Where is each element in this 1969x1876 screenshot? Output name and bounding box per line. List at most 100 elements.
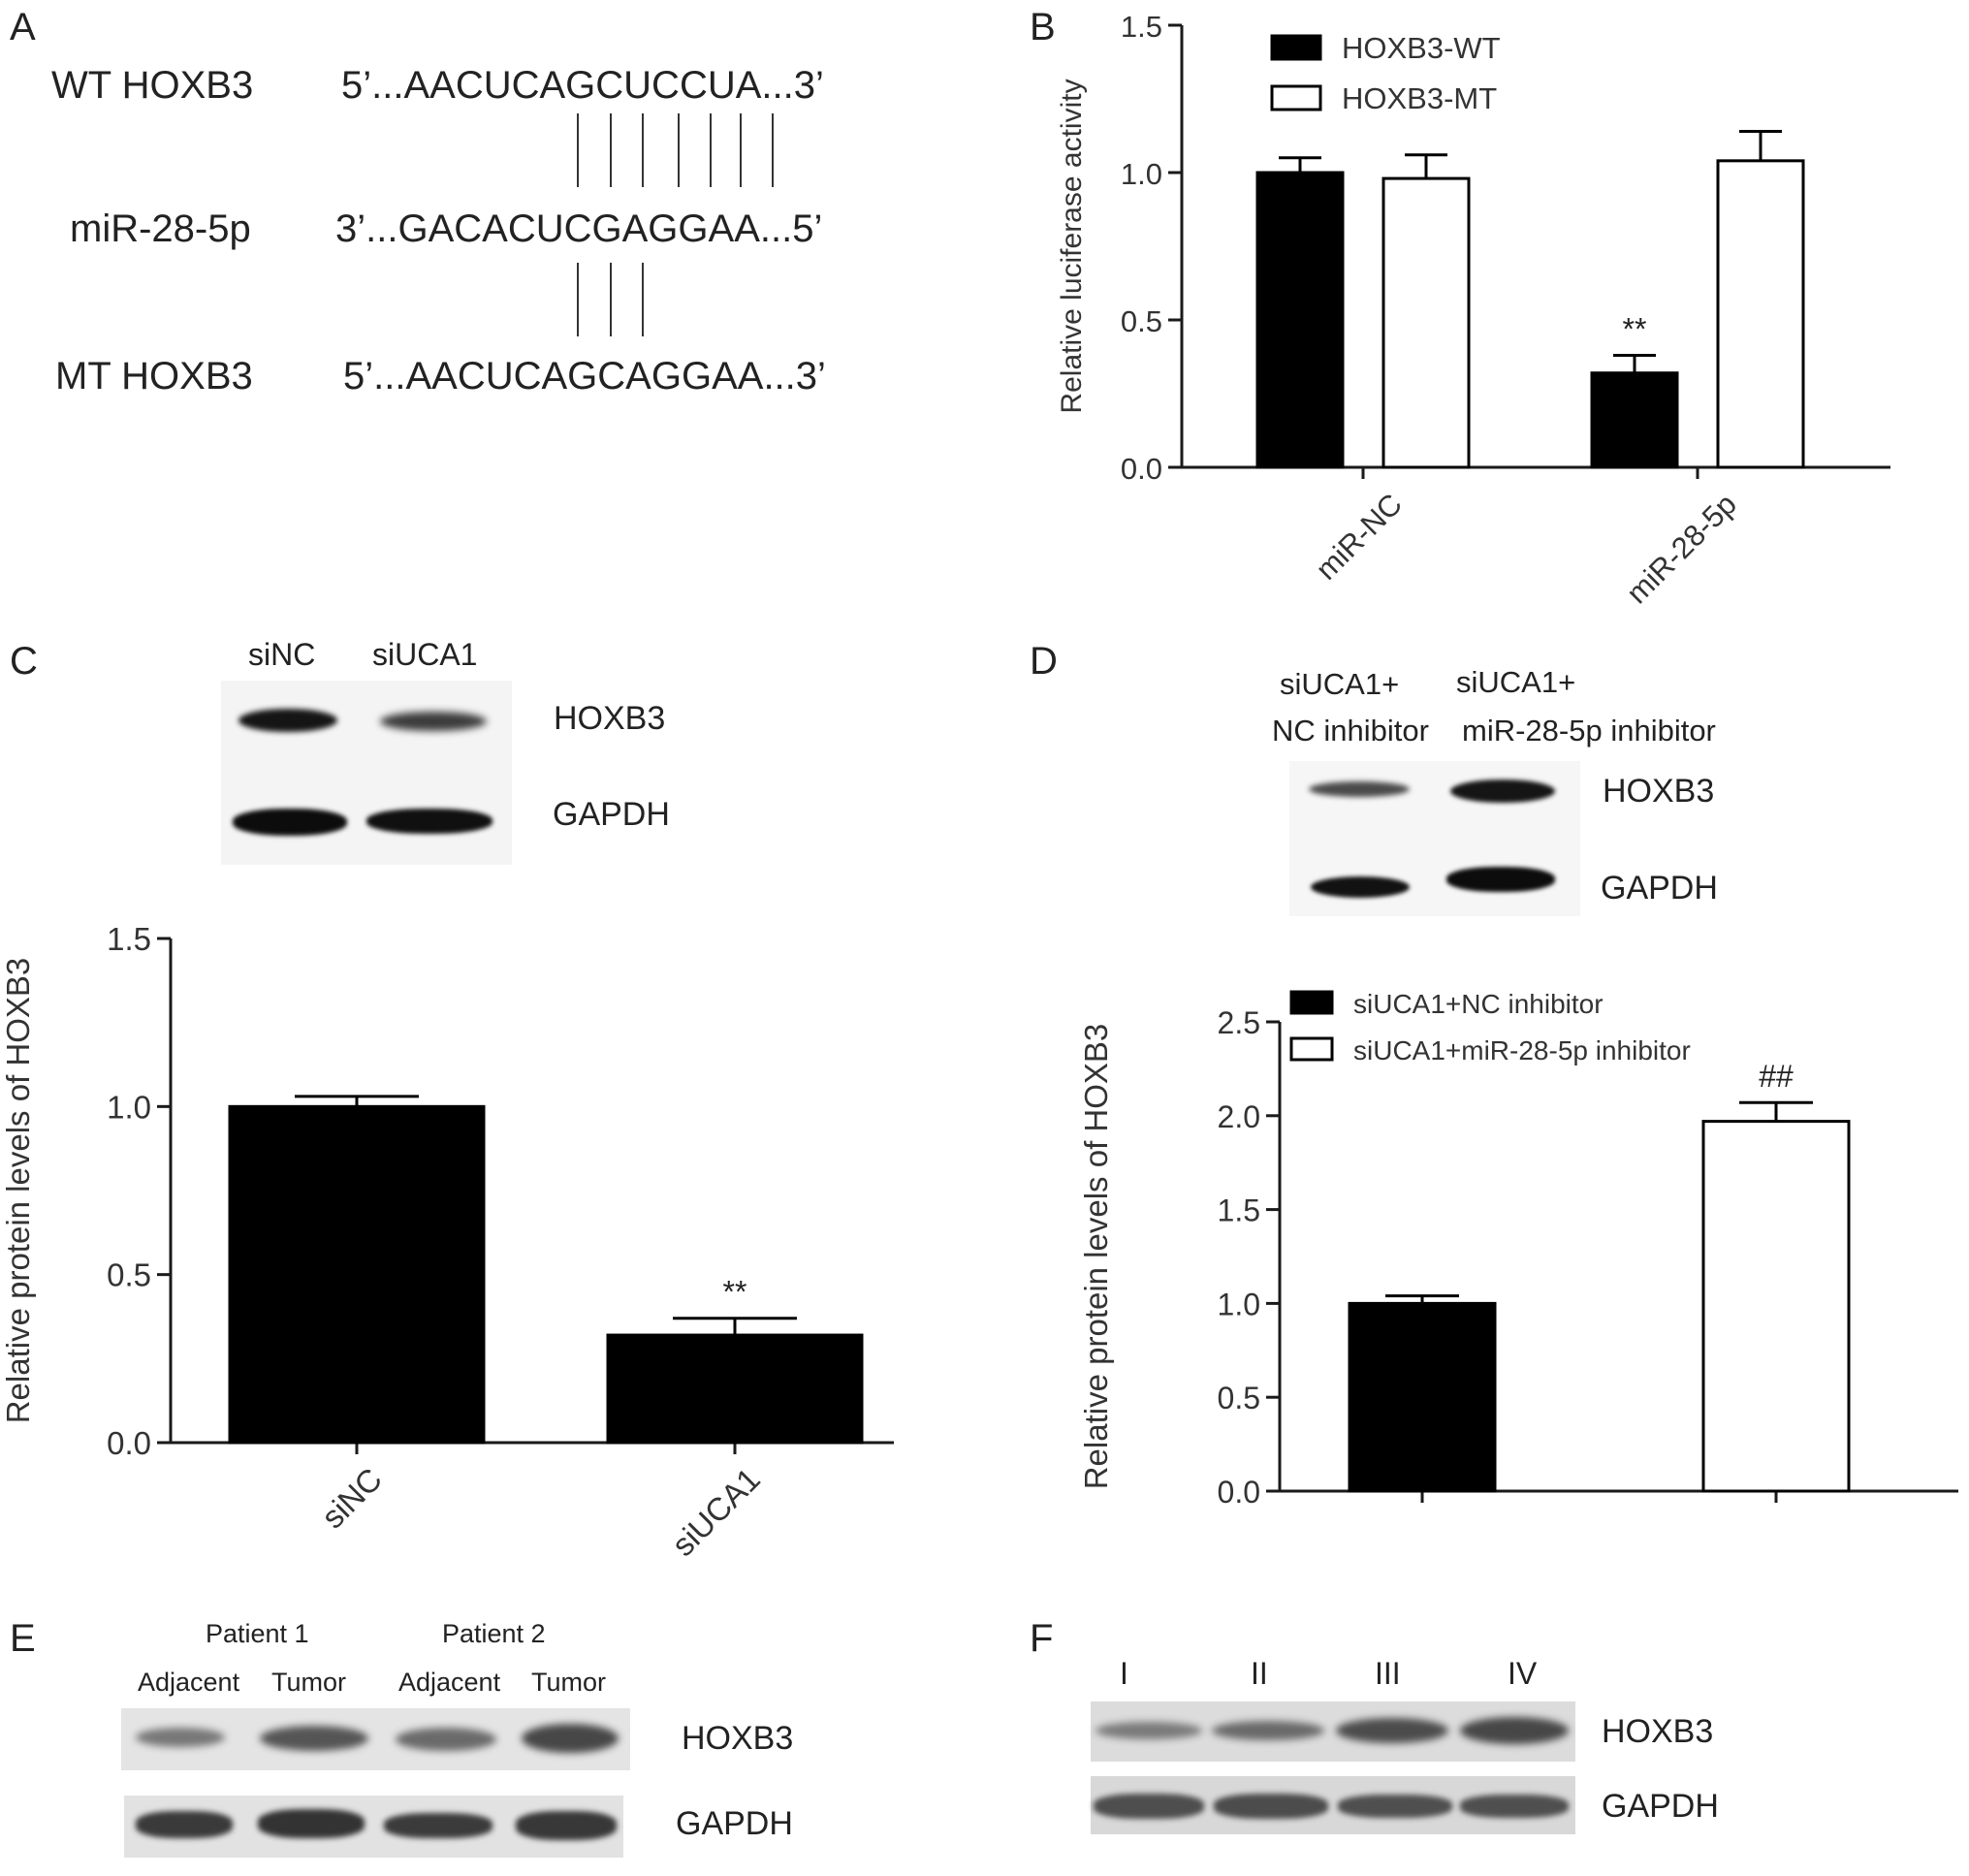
blot-f-label-gapdh: GAPDH [1602, 1788, 1719, 1825]
blot-f-hoxb3-lane-2 [1212, 1721, 1324, 1740]
bar-mir-nc-series-0 [1255, 171, 1345, 469]
chart-d-protein: 0.0 0.5 1.0 1.5 2.0 2.5 Relative protein level… [1078, 989, 1958, 1510]
blot-e-lane-1: Adjacent [138, 1668, 240, 1697]
y-axis-label: Relative protein levels of HOXB3 [1078, 1024, 1114, 1490]
blot-f-hoxb3-lane-1 [1096, 1722, 1202, 1739]
y-axis-label: Relative luciferase activity [1056, 79, 1088, 413]
blot-e-gapdh-lane-3 [384, 1813, 492, 1838]
wt-hoxb3-sequence: 5’...AACUCAGCUCCUA...3’ [341, 64, 824, 107]
bar-sinc-series-0 [228, 1104, 486, 1445]
mt-hoxb3-name: MT HOXB3 [55, 355, 253, 397]
y-tick-label: 0.0 [107, 1425, 151, 1461]
y-tick-label: 0.0 [1218, 1475, 1260, 1510]
panel-label-d: D [1030, 640, 1058, 683]
blot-c-hoxb3-lane-1 [238, 709, 337, 732]
blot-f-lane-1: I [1120, 1656, 1128, 1691]
panel-label-f: F [1030, 1617, 1054, 1660]
chart-c-protein: 0.0 0.5 1.0 1.5 Relative protein levels of H… [0, 921, 894, 1563]
blot-f-hoxb3-lane-3 [1336, 1718, 1448, 1743]
blot-e-hoxb3-lane-3 [396, 1728, 496, 1751]
blot-c-lane-siuca1: siUCA1 [372, 637, 478, 672]
blot-d-label-hoxb3: HOXB3 [1603, 773, 1715, 810]
blot-d-hoxb3-lane-1 [1309, 781, 1410, 797]
mt-hoxb3-sequence: 5’...AACUCAGCAGGAA...3’ [343, 355, 826, 397]
blot-c-gapdh-lane-1 [233, 809, 347, 836]
panel-label-c: C [10, 640, 38, 683]
blot-d-lane-1-line1: siUCA1+ [1280, 667, 1400, 701]
bar-siuca1-series-0 [606, 1333, 864, 1445]
panel-label-a: A [10, 6, 36, 48]
y-tick-label: 0.5 [107, 1257, 151, 1293]
blot-f-lane-3: III [1375, 1656, 1401, 1691]
blot-d-gapdh-lane-2 [1446, 867, 1555, 892]
blot-c-membrane [221, 681, 512, 865]
y-tick-label: 0.5 [1121, 304, 1162, 338]
y-axis-label: Relative protein levels of HOXB3 [0, 958, 36, 1424]
blot-d-lane-1-line2: NC inhibitor [1272, 714, 1429, 747]
x-tick-label: miR-NC [1309, 487, 1409, 587]
legend-swatch [1289, 1036, 1334, 1062]
blot-d-lane-2-line1: siUCA1+ [1456, 665, 1576, 699]
x-tick-label: miR-28-5p [1620, 487, 1743, 610]
blot-e-hoxb3-lane-1 [136, 1728, 225, 1747]
bar-group-1-series-1 [1701, 1120, 1851, 1493]
blot-e-gapdh-lane-2 [258, 1809, 365, 1838]
y-tick-label: 1.0 [1218, 1287, 1260, 1321]
blot-d-gapdh-lane-1 [1311, 876, 1410, 898]
panel-label-b: B [1030, 6, 1056, 48]
blot-f-hoxb3-lane-4 [1460, 1717, 1569, 1744]
blot-f-gapdh-lane-1 [1094, 1794, 1204, 1819]
blot-c-hoxb3-lane-2 [380, 712, 487, 731]
y-tick-label: 1.5 [1121, 10, 1162, 44]
blot-e-label-hoxb3: HOXB3 [682, 1720, 794, 1757]
x-tick-label: siNC [314, 1461, 389, 1536]
blot-f-gapdh-lane-4 [1460, 1795, 1569, 1818]
blot-f-lane-2: II [1251, 1656, 1268, 1691]
blot-e-lane-3: Adjacent [398, 1668, 501, 1697]
y-tick-label: 1.0 [1121, 157, 1162, 191]
blot-f-gapdh-lane-2 [1214, 1794, 1328, 1819]
blot-c-label-gapdh: GAPDH [553, 796, 670, 833]
y-tick-label: 0.5 [1218, 1381, 1260, 1415]
blot-f-label-hoxb3: HOXB3 [1602, 1713, 1714, 1750]
wt-hoxb3-name: WT HOXB3 [51, 64, 254, 107]
mir-28-5p-sequence: 3’...GACACUCGAGGAA...5’ [335, 207, 823, 250]
chart-b-luciferase: 0.0 0.5 1.0 1.5 Relative luciferase activity… [1056, 10, 1890, 610]
panel-label-e: E [10, 1617, 36, 1660]
y-tick-label: 2.5 [1218, 1005, 1260, 1040]
legend-label: siUCA1+miR-28-5p inhibitor [1353, 1035, 1691, 1065]
legend-swatch [1270, 84, 1322, 111]
bar-group-0-series-0 [1348, 1301, 1497, 1493]
blot-f-lane-4: IV [1508, 1656, 1538, 1691]
legend-label: HOXB3-MT [1342, 81, 1497, 115]
legend-label: HOXB3-WT [1342, 31, 1501, 65]
legend-swatch [1289, 990, 1334, 1015]
significance-mark: ** [1623, 311, 1647, 346]
blot-f-gapdh-lane-3 [1338, 1795, 1452, 1818]
legend-label: siUCA1+NC inhibitor [1353, 989, 1604, 1019]
blot-c-gapdh-lane-2 [366, 809, 492, 834]
significance-mark: ** [723, 1275, 747, 1310]
bar-mir-nc-series-1 [1381, 176, 1471, 469]
significance-mark: ## [1759, 1059, 1794, 1094]
pairing-lines [577, 113, 774, 336]
x-tick-label: siUCA1 [665, 1461, 767, 1563]
blot-c-lane-sinc: siNC [248, 637, 316, 672]
y-tick-label: 2.0 [1218, 1099, 1260, 1134]
mir-28-5p-name: miR-28-5p [70, 207, 251, 250]
blot-e-patient-1: Patient 1 [206, 1619, 309, 1648]
blot-d-label-gapdh: GAPDH [1601, 870, 1718, 906]
blot-e-gapdh-lane-4 [516, 1811, 617, 1840]
blot-d-lane-2-line2: miR-28-5p inhibitor [1462, 714, 1716, 747]
blot-e-label-gapdh: GAPDH [676, 1805, 793, 1842]
blot-e-hoxb3-lane-2 [260, 1726, 368, 1751]
legend-swatch [1270, 34, 1322, 61]
blot-c-label-hoxb3: HOXB3 [554, 700, 666, 737]
blot-e-lane-4: Tumor [531, 1668, 607, 1697]
bar-mir-28-5p-series-1 [1716, 159, 1805, 469]
blot-e-gapdh-lane-1 [136, 1811, 233, 1838]
y-tick-label: 1.5 [1218, 1193, 1260, 1228]
y-tick-label: 0.0 [1121, 452, 1162, 486]
blot-e-hoxb3-lane-4 [522, 1724, 619, 1753]
y-tick-label: 1.5 [107, 921, 151, 957]
